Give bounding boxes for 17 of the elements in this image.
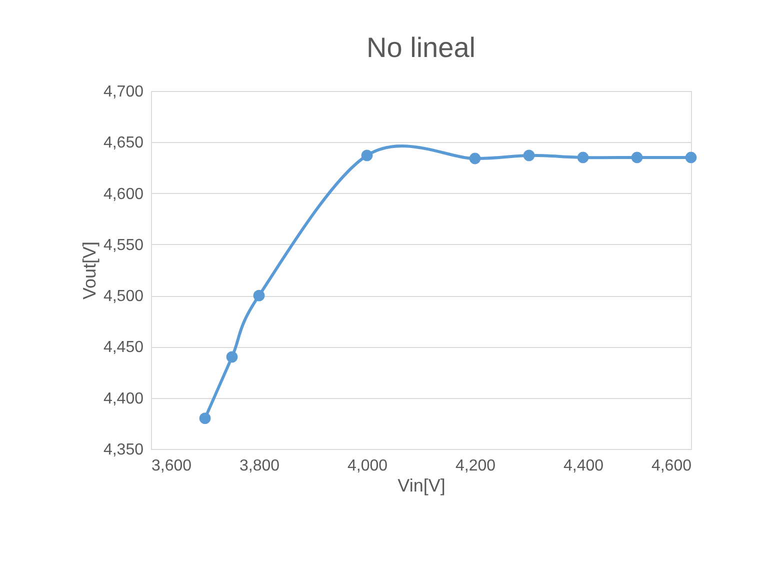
- y-tick-label: 4,700: [103, 84, 144, 100]
- x-tick-label: 4,600: [651, 458, 692, 474]
- x-tick-label: 4,000: [347, 458, 388, 474]
- chart-title: No lineal: [366, 32, 476, 63]
- x-tick-label: 3,600: [152, 458, 192, 474]
- x-tick-label: 3,800: [239, 458, 280, 474]
- y-tick-label: 4,450: [103, 339, 144, 356]
- x-tick-label: 4,400: [563, 458, 604, 474]
- y-axis-title: Vout[V]: [79, 241, 100, 300]
- y-tick-label: 4,650: [103, 134, 144, 152]
- y-tick-label: 4,400: [103, 390, 144, 408]
- y-tick-label: 4,550: [103, 236, 144, 254]
- x-tick-label: 4,200: [455, 458, 496, 474]
- y-tick-label: 4,600: [103, 186, 144, 203]
- y-tick-label: 4,350: [103, 442, 144, 458]
- y-tick-label: 4,500: [103, 288, 144, 306]
- x-axis-title: Vin[V]: [398, 476, 446, 496]
